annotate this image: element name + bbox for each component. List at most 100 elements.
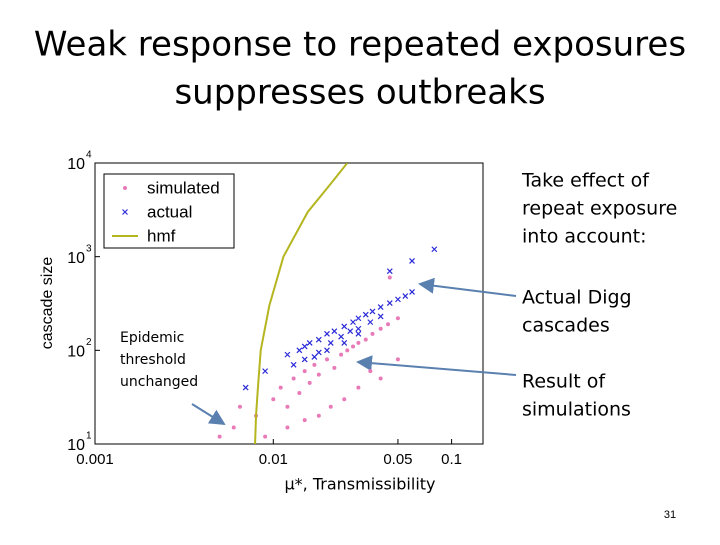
point [324,347,330,354]
point [386,268,393,275]
point [324,330,330,337]
point [386,322,391,327]
y-axis-label: cascade size [39,257,56,350]
note: repeat exposure [522,198,677,220]
point [369,308,376,315]
point [316,413,321,418]
y-tick-exponent: 2 [86,337,92,348]
point [409,289,415,295]
point [342,397,347,402]
legend-label: hmf [147,226,176,245]
point [315,336,322,343]
y-tick-label: 10 [67,344,85,361]
point [311,354,318,360]
plot-area [217,163,438,444]
point [284,351,291,358]
note: threshold [120,352,186,368]
legend-label: simulated [147,178,220,197]
y-tick-exponent: 4 [86,150,92,161]
point [355,330,362,337]
point [290,361,297,368]
point [123,186,127,190]
y-tick-label: 10 [67,250,85,267]
page-number: 31 [664,509,676,521]
slide-title: suppresses outbreaks [174,73,545,113]
point [338,333,345,340]
hmf-line [254,163,349,444]
point [328,404,333,409]
point [341,323,348,330]
point [339,352,344,357]
x-tick-label: 0.01 [259,451,288,468]
note: Actual Digg [522,287,632,309]
point [355,315,362,322]
point [231,425,236,430]
point [271,397,276,402]
x-tick-label: 0.001 [76,451,114,468]
point [386,300,393,306]
point [327,339,334,346]
point [345,348,350,353]
point [341,339,348,346]
point [307,380,312,385]
point [378,376,383,381]
point [297,391,302,396]
point [302,418,307,423]
point [296,347,303,354]
point [347,328,354,335]
point [431,246,438,253]
arrow [191,403,226,426]
note: Result of [522,371,606,393]
point [306,339,313,346]
point [356,340,361,345]
slide-title: Weak response to repeated exposures [34,25,686,65]
point [301,356,308,363]
y-tick-exponent: 3 [86,243,92,254]
note: Take effect of [521,170,650,192]
x-tick-label: 0.05 [383,451,412,468]
point [324,357,329,362]
point [331,328,338,335]
note: into account: [522,226,647,248]
point [262,368,269,375]
note: cascades [522,315,610,337]
point [377,313,384,320]
point [395,316,400,321]
point [355,325,362,332]
point [378,326,383,331]
y-tick-label: 10 [67,156,85,173]
point [312,362,317,367]
point [301,343,308,350]
point [356,385,361,390]
arrow [356,355,517,376]
point [363,337,368,342]
point [315,349,322,356]
point [302,369,307,374]
point [395,296,401,303]
point [332,365,337,370]
point [291,376,296,381]
point [368,369,373,374]
point [285,425,290,430]
point [237,404,242,409]
point [377,304,384,310]
arrows [191,277,517,426]
legend-label: actual [147,202,192,221]
x-tick-label: 0.1 [441,451,462,468]
point [263,434,268,439]
point [316,372,321,377]
point [217,434,222,439]
point [278,385,283,390]
y-tick-label: 10 [67,437,85,454]
point [285,404,290,409]
point [351,344,356,349]
y-tick-exponent: 1 [86,431,92,442]
arrow [418,277,517,297]
note: Epidemic [120,330,184,346]
note: unchanged [120,374,198,390]
note: simulations [522,399,631,421]
point [387,275,392,280]
point [395,357,400,362]
